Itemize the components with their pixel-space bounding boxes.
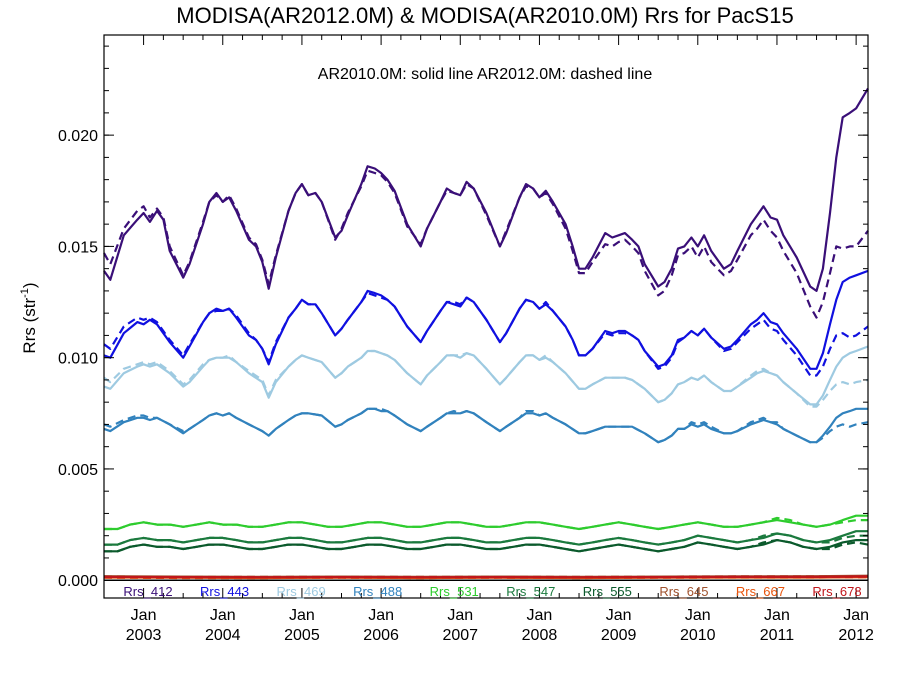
y-axis-label-main: Rrs (str <box>20 298 39 354</box>
y-axis-label-sup: -1 <box>19 288 31 298</box>
series-line-dashed-rrs-678 <box>103 575 869 579</box>
y-axis-label: Rrs (str-1) <box>19 282 39 353</box>
series-line-dashed-rrs-443 <box>103 292 869 377</box>
x-tick-label-year: 2003 <box>126 627 162 644</box>
axes-layer: 0.000 0.005 0.010 0.015 0.020 Jan 2003 Jan 2004 J… <box>58 34 874 644</box>
x-tick-label-year: 2006 <box>363 627 399 644</box>
legend-item-rrs-488: Rrs_488 <box>353 584 402 599</box>
x-tick-label-month: Jan <box>843 607 869 624</box>
x-tick-label-month: Jan <box>685 607 711 624</box>
x-tick-label-year: 2012 <box>838 627 874 644</box>
x-tick-label-month: Jan <box>447 607 473 624</box>
series-line-solid-rrs-547 <box>104 530 868 546</box>
series-line-solid-rrs-555 <box>104 539 868 553</box>
x-tick-label-year: 2004 <box>205 627 241 644</box>
x-tick-label-year: 2008 <box>522 627 558 644</box>
x-tick-label-month: Jan <box>606 607 632 624</box>
series-layer <box>103 87 869 580</box>
series-rrs-412 <box>103 87 869 319</box>
series-rrs-488 <box>103 407 869 444</box>
x-tick-label-year: 2009 <box>601 627 637 644</box>
x-tick-label-month: Jan <box>764 607 790 624</box>
chart-title: MODISA(AR2012.0M) & MODISA(AR2010.0M) Rr… <box>176 3 793 28</box>
series-rrs-678 <box>103 575 869 579</box>
series-line-solid-rrs-443 <box>103 269 869 370</box>
y-tick-label: 0.015 <box>58 239 98 256</box>
legend-item-rrs-678: Rrs_678 <box>812 584 861 599</box>
series-line-solid-rrs-488 <box>103 407 868 444</box>
x-tick-label-year: 2005 <box>284 627 320 644</box>
x-tick-label-year: 2011 <box>760 627 795 644</box>
y-tick-label: 0.000 <box>58 573 98 590</box>
legend-item-rrs-667: Rrs_667 <box>736 584 785 599</box>
x-tick-label-year: 2010 <box>680 627 716 644</box>
x-tick-label-month: Jan <box>210 607 236 624</box>
x-tick-label-month: Jan <box>368 607 394 624</box>
chart-annotation: AR2010.0M: solid line AR2012.0M: dashed … <box>318 66 653 83</box>
x-tick-label-month: Jan <box>527 607 553 624</box>
series-rrs-547 <box>104 530 868 546</box>
legend: Rrs_412 Rrs_443 Rrs_469 Rrs_488 Rrs_531 Rrs_5… <box>123 584 861 599</box>
series-rrs-469 <box>103 345 869 408</box>
series-rrs-555 <box>104 539 869 553</box>
y-axis-label-close: ) <box>20 282 39 288</box>
x-tick-label-month: Jan <box>131 607 157 624</box>
series-line-dashed-rrs-469 <box>103 349 869 408</box>
y-tick-label: 0.005 <box>58 462 98 479</box>
legend-item-rrs-645: Rrs_645 <box>659 584 708 599</box>
x-tick-label-month: Jan <box>289 607 315 624</box>
series-rrs-443 <box>103 269 869 377</box>
legend-item-rrs-469: Rrs_469 <box>277 584 326 599</box>
legend-item-rrs-547: Rrs_547 <box>506 584 555 599</box>
y-tick-label: 0.010 <box>58 351 98 368</box>
series-line-solid-rrs-412 <box>103 87 869 292</box>
legend-item-rrs-555: Rrs_555 <box>583 584 632 599</box>
y-tick-label: 0.020 <box>58 128 98 145</box>
series-line-solid-rrs-531 <box>104 514 868 531</box>
legend-item-rrs-412: Rrs_412 <box>123 584 172 599</box>
series-line-dashed-rrs-412 <box>103 169 869 319</box>
legend-item-rrs-531: Rrs_531 <box>430 584 479 599</box>
plot-frame <box>103 34 869 599</box>
series-line-dashed-rrs-488 <box>103 407 869 444</box>
series-line-solid-rrs-469 <box>103 345 869 406</box>
series-rrs-531 <box>104 514 868 531</box>
x-tick-label-year: 2007 <box>442 627 478 644</box>
legend-item-rrs-443: Rrs_443 <box>200 584 249 599</box>
